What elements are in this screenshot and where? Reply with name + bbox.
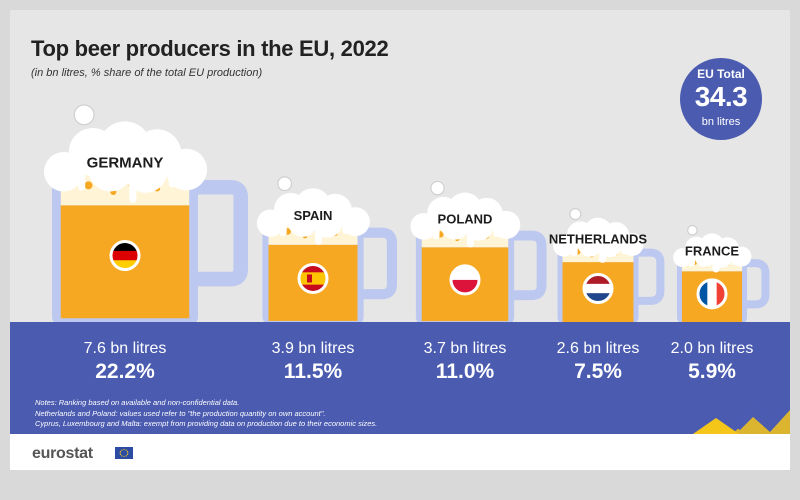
- chart-title: Top beer producers in the EU, 2022: [31, 36, 389, 61]
- notes: Notes: Ranking based on available and no…: [35, 398, 377, 430]
- foam-drip: [687, 253, 695, 267]
- foam-head: [440, 210, 470, 240]
- foam-head: [88, 147, 133, 192]
- eu-total-unit: bn litres: [701, 116, 741, 128]
- foam-bubble: [73, 104, 95, 126]
- beer-mug: GERMANY: [43, 104, 249, 325]
- litres-label: 3.7 bn litres: [423, 340, 507, 357]
- foam-bubble: [430, 180, 445, 196]
- flag-ring: [696, 278, 728, 310]
- foam-drip: [432, 220, 440, 240]
- share-label: 11.5%: [283, 360, 343, 383]
- note-line: Cyprus, Luxembourg and Malta: exempt fro…: [35, 419, 378, 428]
- foam-head: [694, 246, 716, 268]
- eurostat-logo: eurostat: [32, 445, 93, 462]
- mug-handle: [743, 259, 770, 309]
- foam-head: [287, 206, 319, 237]
- foam-drip: [466, 220, 474, 248]
- foam-drip: [731, 253, 739, 266]
- flag-ring: [297, 262, 329, 294]
- share-label: 22.2%: [95, 360, 155, 383]
- foam-drip: [599, 240, 607, 263]
- eu-total-badge: EU Total 34.3 bn litres: [680, 58, 762, 140]
- country-label: GERMANY: [87, 154, 164, 171]
- value-label: 7.6 bn litres 22.2%: [55, 340, 195, 384]
- country-label: SPAIN: [294, 208, 333, 223]
- mug-handle: [194, 179, 249, 287]
- eu-flag-icon: [115, 447, 133, 459]
- foam-drip: [620, 240, 628, 255]
- netherlands-flag: [584, 274, 612, 303]
- chart-subtitle: (in bn litres, % share of the total EU p…: [31, 67, 263, 79]
- foam-drip: [342, 217, 350, 235]
- flag-ring: [109, 240, 141, 272]
- share-label: 11.0%: [435, 360, 495, 383]
- foam-bubble: [569, 208, 582, 221]
- flag-ring: [582, 273, 614, 305]
- beer-mug: SPAIN: [256, 176, 398, 325]
- share-label: 7.5%: [574, 360, 622, 383]
- litres-label: 2.6 bn litres: [556, 340, 640, 357]
- foam-drip: [570, 240, 578, 257]
- value-label: 3.9 bn litres 11.5%: [243, 340, 383, 384]
- country-label: FRANCE: [685, 243, 739, 258]
- flag-ring: [449, 264, 481, 296]
- litres-label: 7.6 bn litres: [83, 340, 167, 357]
- eu-total-label: EU Total: [697, 67, 745, 81]
- value-label: 2.0 bn litres 5.9%: [642, 340, 782, 384]
- value-label: 3.7 bn litres 11.0%: [395, 340, 535, 384]
- foam-drip: [315, 217, 323, 245]
- foam-bubble: [277, 176, 293, 192]
- france-flag: [698, 279, 726, 308]
- foam-drip: [129, 163, 137, 203]
- germany-flag: [111, 241, 139, 270]
- bubble: [84, 181, 93, 190]
- foam-drip: [493, 220, 501, 238]
- litres-label: 3.9 bn litres: [271, 340, 355, 357]
- foam-bubble: [687, 224, 698, 236]
- mug-handle: [634, 248, 665, 305]
- foam-drip: [712, 253, 720, 273]
- value-label: 2.6 bn litres 7.5%: [528, 340, 668, 384]
- foam-head: [577, 232, 603, 257]
- beer-mug: FRANCE: [673, 224, 770, 325]
- country-label: POLAND: [438, 211, 493, 226]
- note-line: Netherlands and Poland: values used refe…: [35, 408, 326, 418]
- footer: [10, 434, 790, 470]
- mug-handle: [359, 227, 398, 300]
- share-label: 5.9%: [688, 360, 736, 383]
- beer-mug: NETHERLANDS: [549, 208, 665, 325]
- beer-mug: POLAND: [410, 180, 547, 325]
- decorative-chevrons: [690, 398, 790, 436]
- foam-drip: [279, 217, 287, 237]
- note-line: Notes: Ranking based on available and no…: [35, 398, 240, 407]
- mug-handle: [510, 230, 547, 301]
- foam-drip: [78, 163, 86, 191]
- foam-drip: [168, 163, 176, 188]
- eu-total-value: 34.3: [694, 81, 748, 112]
- litres-label: 2.0 bn litres: [670, 340, 754, 357]
- foam-head: [165, 148, 208, 191]
- country-label: NETHERLANDS: [549, 231, 648, 246]
